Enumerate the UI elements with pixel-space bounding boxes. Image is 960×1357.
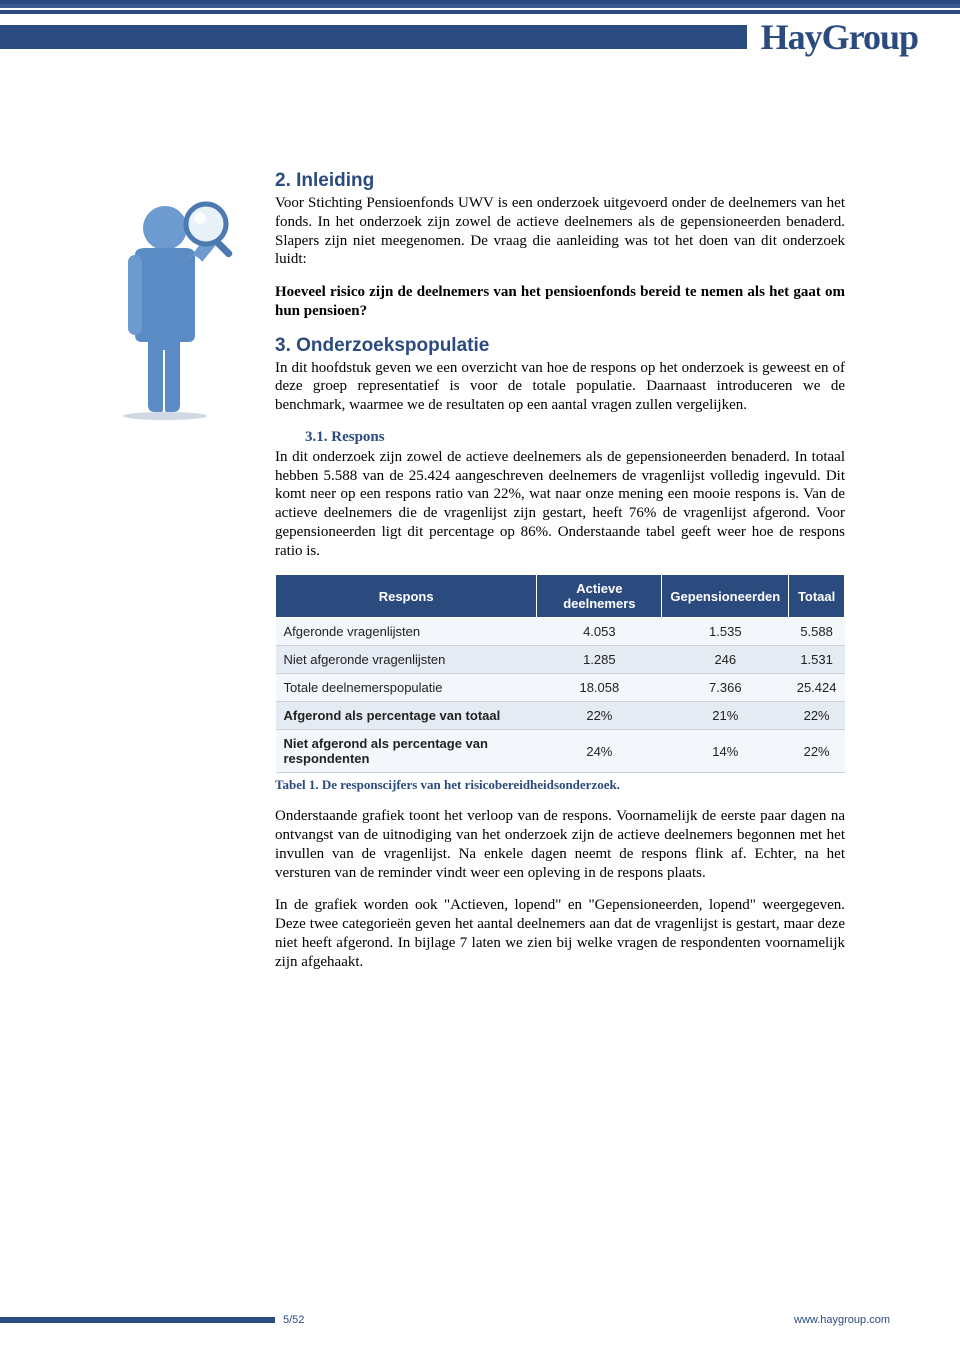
table-row: Afgeronde vragenlijsten 4.053 1.535 5.58… [276, 618, 845, 646]
table-cell: 1.535 [662, 618, 789, 646]
main-content: 2. Inleiding Voor Stichting Pensioenfond… [275, 170, 865, 985]
table-cell: 22% [537, 702, 662, 730]
content-area: 2. Inleiding Voor Stichting Pensioenfond… [0, 170, 960, 985]
table-row: Totale deelnemerspopulatie 18.058 7.366 … [276, 674, 845, 702]
header-bar-3 [0, 10, 960, 14]
table-cell-label: Afgerond als percentage van totaal [276, 702, 537, 730]
table-cell: 24% [537, 730, 662, 773]
logo-underline [0, 25, 747, 49]
table-cell: 14% [662, 730, 789, 773]
table-cell: 1.285 [537, 646, 662, 674]
person-magnifier-icon [90, 200, 240, 420]
section3-paragraph-2: In dit onderzoek zijn zowel de actieve d… [275, 448, 845, 561]
table-header-respons: Respons [276, 575, 537, 618]
table-caption: Tabel 1. De responscijfers van het risic… [275, 777, 845, 793]
heading-section-2: 2. Inleiding [275, 170, 845, 192]
sidebar-illustration [0, 170, 275, 985]
table-cell: 25.424 [789, 674, 845, 702]
after-table-paragraph-1: Onderstaande grafiek toont het verloop v… [275, 807, 845, 882]
table-row: Niet afgerond als percentage van respond… [276, 730, 845, 773]
table-header-actieve: Actieve deelnemers [537, 575, 662, 618]
table-cell: 246 [662, 646, 789, 674]
footer-page-number: 5/52 [283, 1314, 304, 1326]
table-cell: 4.053 [537, 618, 662, 646]
heading-section-3: 3. Onderzoekspopulatie [275, 335, 845, 357]
table-cell: 1.531 [789, 646, 845, 674]
table-cell: 22% [789, 730, 845, 773]
logo-row: HayGroup [0, 16, 960, 58]
table-row: Niet afgeronde vragenlijsten 1.285 246 1… [276, 646, 845, 674]
header-bars: HayGroup [0, 0, 960, 56]
footer-rule-left [0, 1317, 275, 1323]
header-bar-2 [0, 4, 960, 8]
heading-section-3-1: 3.1. Respons [305, 429, 845, 446]
table-cell: 18.058 [537, 674, 662, 702]
table-header-totaal: Totaal [789, 575, 845, 618]
page-footer: 5/52 www.haygroup.com [0, 1309, 960, 1331]
table-cell: 21% [662, 702, 789, 730]
table-cell: 7.366 [662, 674, 789, 702]
table-cell: 5.588 [789, 618, 845, 646]
section2-question: Hoeveel risico zijn de deelnemers van he… [275, 283, 845, 321]
table-header-gepensioneerden: Gepensioneerden [662, 575, 789, 618]
section2-paragraph-1: Voor Stichting Pensioenfonds UWV is een … [275, 194, 845, 269]
section3-paragraph-1: In dit hoofdstuk geven we een overzicht … [275, 359, 845, 415]
after-table-paragraph-2: In de grafiek worden ook "Actieven, lope… [275, 896, 845, 971]
table-cell-label: Afgeronde vragenlijsten [276, 618, 537, 646]
table-row: Afgerond als percentage van totaal 22% 2… [276, 702, 845, 730]
table-header-row: Respons Actieve deelnemers Gepensioneerd… [276, 575, 845, 618]
footer-url: www.haygroup.com [304, 1314, 960, 1326]
table-cell: 22% [789, 702, 845, 730]
brand-logo: HayGroup [747, 16, 924, 58]
table-cell-label: Totale deelnemerspopulatie [276, 674, 537, 702]
table-cell-label: Niet afgeronde vragenlijsten [276, 646, 537, 674]
table-cell-label: Niet afgerond als percentage van respond… [276, 730, 537, 773]
response-table: Respons Actieve deelnemers Gepensioneerd… [275, 574, 845, 773]
